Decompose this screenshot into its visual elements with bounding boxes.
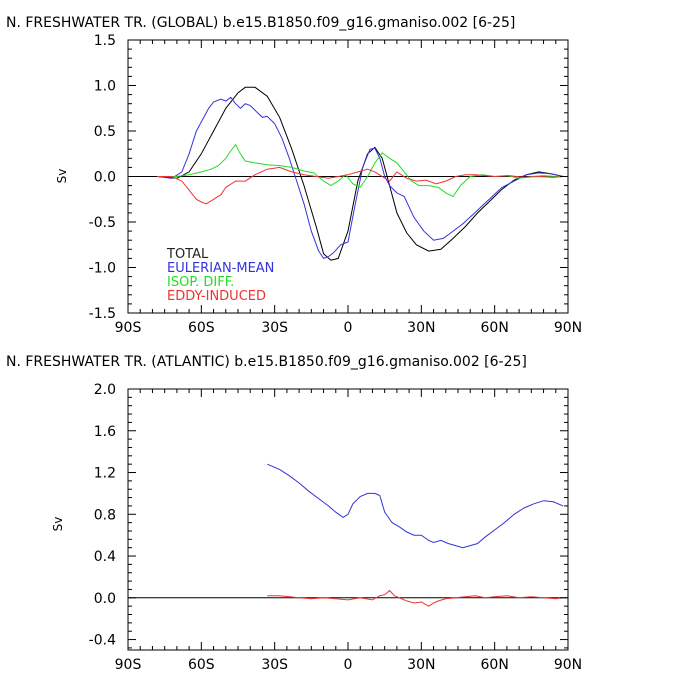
series-line — [267, 463, 564, 549]
legend: TOTAL EULERIAN-MEAN ISOP. DIFF. EDDY-IND… — [166, 247, 274, 304]
y-axis-label: Sv — [51, 517, 65, 532]
y-tick-label: 0.0 — [94, 591, 116, 607]
y-tick-label: -1.0 — [89, 261, 116, 277]
series-line — [267, 589, 564, 607]
x-tick-label: 30N — [407, 320, 435, 336]
legend-label: EULERIAN-MEAN — [167, 261, 274, 276]
series-line — [157, 166, 564, 205]
legend-label: ISOP. DIFF. — [167, 275, 234, 290]
series-line — [157, 86, 564, 261]
global-panel: N. FRESHWATER TR. (GLOBAL) b.e15.B1850.f… — [6, 15, 582, 336]
y-tick-label: 1.5 — [94, 33, 116, 49]
x-tick-label: 60S — [188, 657, 215, 673]
x-tick-label: 60N — [481, 320, 509, 336]
plot-frame — [127, 388, 569, 651]
x-tick-label: 30S — [261, 320, 288, 336]
x-tick-label: 90N — [554, 657, 582, 673]
y-tick-label: 0.4 — [94, 549, 116, 565]
y-tick-label: 0.5 — [94, 124, 116, 140]
y-tick-label: -0.4 — [89, 633, 116, 649]
y-tick-label: -1.5 — [89, 306, 116, 322]
x-tick-label: 60N — [481, 657, 509, 673]
x-tick-label: 0 — [344, 320, 353, 336]
x-tick-label: 90S — [115, 320, 142, 336]
atlantic-panel: N. FRESHWATER TR. (ATLANTIC) b.e15.B1850… — [6, 354, 582, 673]
y-tick-label: 1.0 — [94, 79, 116, 95]
legend-label: EDDY-INDUCED — [167, 289, 266, 304]
x-tick-label: 90N — [554, 320, 582, 336]
x-tick-label: 0 — [344, 657, 353, 673]
chart-title: N. FRESHWATER TR. (ATLANTIC) b.e15.B1850… — [6, 354, 527, 370]
y-tick-label: 0.0 — [94, 170, 116, 186]
x-tick-label: 30N — [407, 657, 435, 673]
series-line — [157, 96, 564, 260]
x-tick-label: 60S — [188, 320, 215, 336]
y-axis-label: Sv — [55, 169, 69, 184]
y-tick-label: 1.6 — [94, 424, 116, 440]
legend-label: TOTAL — [166, 247, 209, 262]
chart-title: N. FRESHWATER TR. (GLOBAL) b.e15.B1850.f… — [6, 15, 515, 31]
y-tick-label: 1.2 — [94, 466, 116, 482]
x-tick-label: 90S — [115, 657, 142, 673]
y-tick-label: 0.8 — [94, 507, 116, 523]
y-tick-label: -0.5 — [89, 215, 116, 231]
y-tick-label: 2.0 — [94, 382, 116, 398]
x-tick-label: 30S — [261, 657, 288, 673]
